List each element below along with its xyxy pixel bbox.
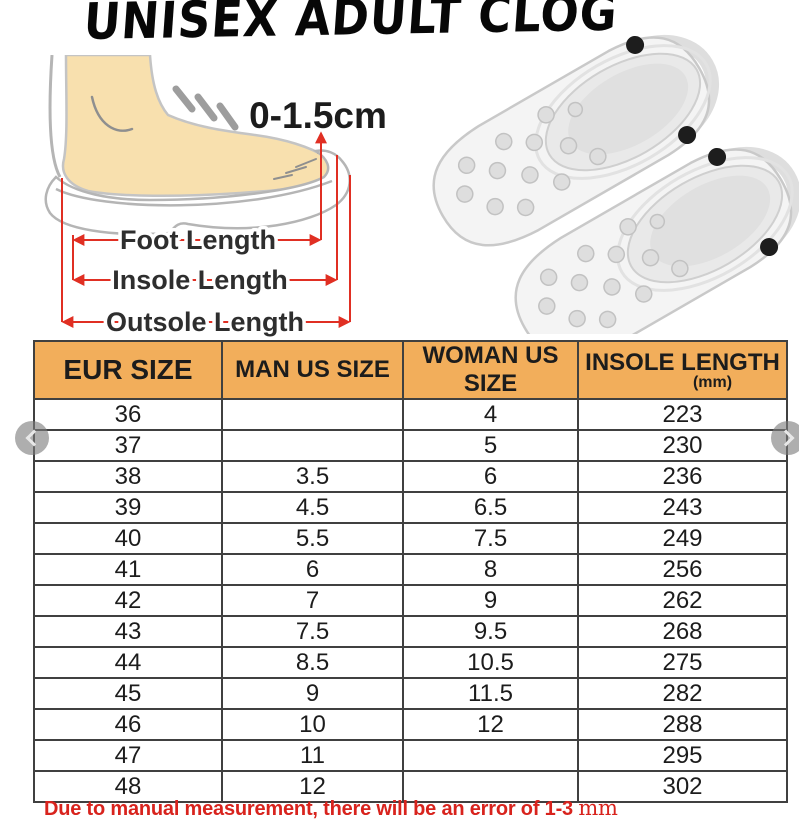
cell-man-us-size: 4.5 bbox=[221, 491, 404, 524]
clogs-illustration bbox=[413, 28, 799, 334]
cell-woman-us-size bbox=[402, 770, 579, 803]
measurement-note-unit: mm bbox=[578, 796, 618, 820]
table-row: 38 3.5 6 236 bbox=[33, 460, 788, 493]
toe-gap-label: 0-1.5cm bbox=[249, 95, 387, 136]
cell-woman-us-size: 9.5 bbox=[402, 615, 579, 648]
foot-length-label: Foot Length bbox=[120, 225, 276, 255]
cell-woman-us-size: 5 bbox=[402, 429, 579, 462]
cell-eur-size: 41 bbox=[33, 553, 223, 586]
cell-man-us-size bbox=[221, 429, 404, 462]
previous-image-button[interactable] bbox=[15, 421, 49, 455]
cell-man-us-size: 5.5 bbox=[221, 522, 404, 555]
cell-eur-size: 46 bbox=[33, 708, 223, 741]
cell-woman-us-size: 8 bbox=[402, 553, 579, 586]
table-row: 45 9 11.5 282 bbox=[33, 677, 788, 710]
cell-eur-size: 40 bbox=[33, 522, 223, 555]
cell-eur-size: 36 bbox=[33, 398, 223, 431]
table-row: 42 7 9 262 bbox=[33, 584, 788, 617]
table-row: 41 6 8 256 bbox=[33, 553, 788, 586]
cell-eur-size: 43 bbox=[33, 615, 223, 648]
cell-woman-us-size: 7.5 bbox=[402, 522, 579, 555]
cell-man-us-size: 6 bbox=[221, 553, 404, 586]
table-row: 43 7.5 9.5 268 bbox=[33, 615, 788, 648]
cell-man-us-size: 9 bbox=[221, 677, 404, 710]
cell-insole-length: 282 bbox=[577, 677, 788, 710]
cell-insole-length: 302 bbox=[577, 770, 788, 803]
next-image-button[interactable] bbox=[771, 421, 799, 455]
table-header-row: EUR SIZE MAN US SIZE WOMAN US SIZE INSOL… bbox=[33, 340, 788, 400]
cell-woman-us-size bbox=[402, 739, 579, 772]
size-table-body: 36 4 223 37 5 230 38 3.5 6 236 39 4.5 6.5 243 40 5.5 7.5… bbox=[33, 398, 788, 803]
cell-man-us-size: 10 bbox=[221, 708, 404, 741]
shoe-collar-line bbox=[48, 55, 62, 178]
cell-insole-length: 230 bbox=[577, 429, 788, 462]
cell-eur-size: 38 bbox=[33, 460, 223, 493]
size-table: EUR SIZE MAN US SIZE WOMAN US SIZE INSOL… bbox=[33, 340, 788, 803]
cell-eur-size: 44 bbox=[33, 646, 223, 679]
header-insole-length-label: INSOLE LENGTH bbox=[585, 348, 780, 376]
table-row: 48 12 302 bbox=[33, 770, 788, 803]
cell-insole-length: 288 bbox=[577, 708, 788, 741]
cell-insole-length: 268 bbox=[577, 615, 788, 648]
cell-woman-us-size: 4 bbox=[402, 398, 579, 431]
chevron-left-icon bbox=[25, 429, 43, 447]
header-insole-unit: (mm) bbox=[692, 373, 733, 391]
measurement-note-text: Due to manual measurement, there will be… bbox=[44, 798, 579, 820]
cell-man-us-size: 8.5 bbox=[221, 646, 404, 679]
header-man-us-size: MAN US SIZE bbox=[221, 340, 404, 400]
cell-eur-size: 48 bbox=[33, 770, 223, 803]
cell-man-us-size: 12 bbox=[221, 770, 404, 803]
cell-man-us-size bbox=[221, 398, 404, 431]
cell-insole-length: 249 bbox=[577, 522, 788, 555]
cell-eur-size: 42 bbox=[33, 584, 223, 617]
table-row: 37 5 230 bbox=[33, 429, 788, 462]
cell-insole-length: 256 bbox=[577, 553, 788, 586]
table-row: 44 8.5 10.5 275 bbox=[33, 646, 788, 679]
measurement-note: Due to manual measurement, there will be… bbox=[44, 796, 618, 821]
outsole-length-label: Outsole Length bbox=[106, 307, 304, 337]
toe-lines bbox=[273, 149, 329, 180]
shoe-lace-marks bbox=[172, 85, 239, 131]
cell-eur-size: 45 bbox=[33, 677, 223, 710]
cell-eur-size: 39 bbox=[33, 491, 223, 524]
table-row: 40 5.5 7.5 249 bbox=[33, 522, 788, 555]
foot-measurement-diagram: 0-1.5cm Foot Length Insole Length Outsol… bbox=[44, 55, 387, 341]
shoe-midsole-line bbox=[55, 179, 333, 207]
cell-man-us-size: 7 bbox=[221, 584, 404, 617]
cell-insole-length: 243 bbox=[577, 491, 788, 524]
insole-length-label: Insole Length bbox=[112, 265, 288, 295]
table-row: 46 10 12 288 bbox=[33, 708, 788, 741]
cell-man-us-size: 11 bbox=[221, 739, 404, 772]
cell-woman-us-size: 6 bbox=[402, 460, 579, 493]
header-eur-size: EUR SIZE bbox=[33, 340, 223, 400]
table-row: 39 4.5 6.5 243 bbox=[33, 491, 788, 524]
cell-man-us-size: 7.5 bbox=[221, 615, 404, 648]
cell-woman-us-size: 9 bbox=[402, 584, 579, 617]
cell-woman-us-size: 12 bbox=[402, 708, 579, 741]
cell-eur-size: 37 bbox=[33, 429, 223, 462]
cell-insole-length: 262 bbox=[577, 584, 788, 617]
chevron-right-icon bbox=[777, 429, 795, 447]
header-woman-us-size: WOMAN US SIZE bbox=[402, 340, 579, 400]
cell-woman-us-size: 11.5 bbox=[402, 677, 579, 710]
cell-insole-length: 295 bbox=[577, 739, 788, 772]
ankle-line bbox=[90, 95, 134, 132]
cell-man-us-size: 3.5 bbox=[221, 460, 404, 493]
table-row: 47 11 295 bbox=[33, 739, 788, 772]
cell-woman-us-size: 6.5 bbox=[402, 491, 579, 524]
cell-insole-length: 236 bbox=[577, 460, 788, 493]
cell-woman-us-size: 10.5 bbox=[402, 646, 579, 679]
cell-eur-size: 47 bbox=[33, 739, 223, 772]
header-insole-length: INSOLE LENGTH (mm) bbox=[577, 340, 788, 400]
cell-insole-length: 223 bbox=[577, 398, 788, 431]
cell-insole-length: 275 bbox=[577, 646, 788, 679]
table-row: 36 4 223 bbox=[33, 398, 788, 431]
